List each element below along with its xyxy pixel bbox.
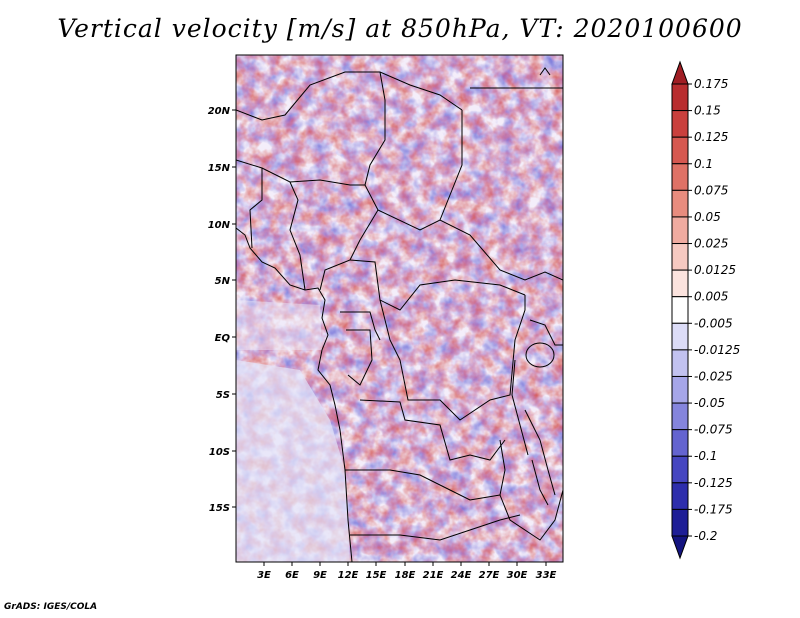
colorbar-label: -0.2 — [694, 529, 717, 543]
lon-label: 27E — [479, 570, 500, 581]
lon-label: 33E — [536, 570, 557, 581]
map-panel: 20N 15N 10N 5N EQ 5S 10S 15S 3E 6E 9E 12… — [208, 54, 564, 581]
colorbar-segment — [671, 455, 689, 484]
lon-label: 24E — [451, 570, 472, 581]
latitude-axis: 20N 15N 10N 5N EQ 5S 10S 15S — [208, 106, 231, 514]
colorbar-label: -0.1 — [694, 449, 717, 463]
map-title: Vertical velocity [m/s] at 850hPa, VT: 2… — [57, 14, 743, 43]
lon-label: 3E — [257, 570, 271, 581]
lat-label: 10S — [209, 447, 230, 458]
colorbar-segment — [671, 508, 689, 537]
colorbar-segment — [671, 60, 689, 85]
colorbar-segment — [671, 322, 689, 351]
colorbar-segment — [671, 402, 689, 431]
lat-label: 20N — [208, 106, 231, 117]
colorbar-segment — [671, 243, 689, 271]
colorbar-label: 0.0125 — [694, 263, 736, 277]
latitude-ticks — [232, 109, 236, 508]
colorbar-segment — [671, 429, 689, 457]
country-borders — [236, 67, 563, 562]
colorbar-segment — [671, 296, 689, 324]
lakes — [511, 342, 555, 506]
longitude-ticks — [263, 562, 547, 566]
colorbar-segment — [671, 136, 689, 165]
lon-label: 9E — [313, 570, 327, 581]
colorbar-label: 0.005 — [694, 290, 728, 304]
colorbar-segment — [671, 83, 689, 112]
colorbar-label: 0.05 — [694, 210, 721, 224]
colorbar-label: 0.075 — [694, 183, 728, 197]
colorbar-label: -0.05 — [694, 396, 725, 410]
colorbar-label: 0.1 — [694, 157, 713, 171]
colorbar-segment — [671, 269, 689, 298]
colorbar-segment — [671, 535, 689, 560]
lon-label: 12E — [338, 570, 359, 581]
vertical-velocity-field — [236, 55, 563, 562]
footer-credit: GrADS: IGES/COLA — [4, 602, 98, 612]
lat-label: 15S — [209, 503, 230, 514]
colorbar-segment — [671, 189, 689, 218]
colorbar: 0.175 0.15 0.125 0.1 0.075 0.05 0.025 0.0125 0.0… — [671, 60, 740, 560]
lat-label: 5N — [215, 276, 231, 287]
colorbar-label: -0.175 — [694, 502, 733, 516]
colorbar-segment — [671, 375, 689, 404]
lat-label: 5S — [216, 390, 230, 401]
map-frame — [235, 54, 564, 563]
colorbar-segment — [671, 110, 689, 138]
colorbar-label: -0.075 — [694, 423, 733, 437]
colorbar-label: -0.025 — [694, 369, 733, 383]
lat-label: EQ — [215, 333, 231, 344]
lon-label: 18E — [395, 570, 416, 581]
lat-label: 10N — [208, 220, 231, 231]
map-figure: 20N 15N 10N 5N EQ 5S 10S 15S 3E 6E 9E 12… — [208, 54, 740, 581]
lon-label: 30E — [507, 570, 528, 581]
colorbar-segment — [671, 482, 689, 510]
lon-label: 6E — [285, 570, 299, 581]
colorbar-label: -0.0125 — [694, 343, 740, 357]
colorbar-segment — [671, 349, 689, 377]
colorbar-label: -0.125 — [694, 476, 733, 490]
colorbar-label: 0.125 — [694, 130, 728, 144]
lon-label: 21E — [423, 570, 444, 581]
lat-label: 15N — [208, 163, 231, 174]
colorbar-label: -0.005 — [694, 316, 733, 330]
colorbar-label: 0.15 — [694, 104, 721, 118]
colorbar-segment — [671, 163, 689, 191]
colorbar-segment — [671, 216, 689, 245]
longitude-axis: 3E 6E 9E 12E 15E 18E 21E 24E 27E 30E 33E — [257, 570, 556, 581]
lon-label: 15E — [366, 570, 387, 581]
colorbar-label: 0.175 — [694, 77, 728, 91]
colorbar-label: 0.025 — [694, 237, 728, 251]
